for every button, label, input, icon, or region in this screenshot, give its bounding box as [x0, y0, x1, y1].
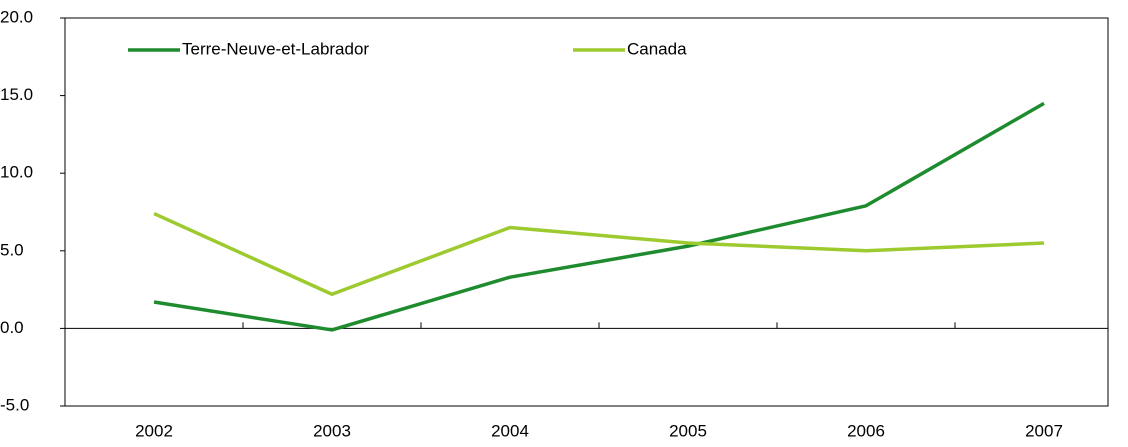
x-tick-label: 2004	[491, 421, 529, 440]
series-line	[153, 101, 1045, 332]
x-tick-label: 2005	[669, 421, 707, 440]
plot-frame	[64, 17, 1109, 407]
y-tick-label: 15.0	[0, 85, 33, 104]
x-tick-label: 2003	[313, 421, 351, 440]
y-tick-label: -5.0	[0, 395, 29, 414]
x-tick-label: 2002	[135, 421, 173, 440]
legend-label: Canada	[627, 39, 687, 58]
x-tick-label: 2007	[1025, 421, 1063, 440]
x-tick-label: 2006	[847, 421, 885, 440]
y-tick-label: 20.0	[0, 7, 33, 26]
series-line	[153, 211, 1045, 297]
y-tick-label: 5.0	[0, 240, 24, 259]
y-tick-label: 0.0	[0, 318, 24, 337]
legend-label: Terre-Neuve-et-Labrador	[182, 39, 369, 58]
y-tick-label: 10.0	[0, 163, 33, 182]
